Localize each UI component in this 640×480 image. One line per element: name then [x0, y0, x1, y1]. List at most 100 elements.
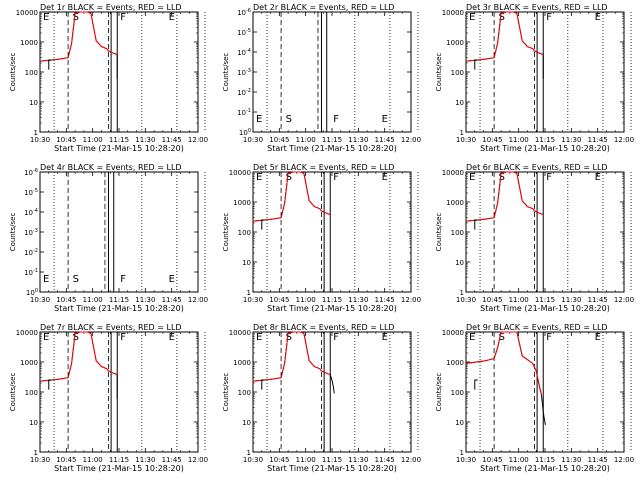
x-tick-label: 11:15 [322, 296, 342, 304]
x-axis-label: Start Time (21-Mar-15 10:28:20) [267, 464, 397, 473]
x-tick-label: 11:30 [561, 296, 581, 304]
y-tick-label: 10000 [442, 9, 464, 17]
phase-marker-s: S [73, 332, 79, 343]
plot-frame [252, 171, 412, 293]
phase-marker-e: E [256, 332, 262, 343]
x-tick-label: 11:30 [561, 136, 581, 144]
x-tick-label: 10:45 [269, 456, 289, 464]
y-tick-label: 100 [25, 389, 38, 397]
events-step-segment [261, 219, 265, 230]
phase-marker-s: S [73, 12, 79, 23]
plot-frame [39, 331, 199, 453]
x-tick-label: 12:00 [188, 296, 208, 304]
y-tick-exponent: 0 [35, 288, 38, 294]
x-axis-label: Start Time (21-Mar-15 10:28:20) [480, 464, 610, 473]
y-tick-base: 10 [24, 169, 33, 177]
y-tick-base: 10 [26, 289, 35, 297]
y-tick-label: 10000 [229, 169, 251, 177]
x-tick-label: 12:00 [614, 456, 634, 464]
phase-marker-e: E [595, 172, 601, 183]
x-tick-label: 11:00 [83, 296, 103, 304]
y-tick-label: 10 [455, 419, 464, 427]
y-tick-exponent: -6 [33, 168, 38, 174]
x-tick-label: 12:00 [614, 136, 634, 144]
y-tick-label: 10 [455, 99, 464, 107]
x-tick-label: 10:45 [56, 456, 76, 464]
events-step-segment [474, 379, 478, 390]
lld-series-line [39, 11, 118, 62]
x-tick-label: 11:15 [535, 296, 555, 304]
phase-marker-f: F [333, 114, 339, 125]
x-tick-label: 11:45 [588, 136, 608, 144]
x-tick-label: 11:30 [348, 296, 368, 304]
y-tick-label: 10 [29, 99, 38, 107]
x-tick-label: 10:30 [243, 456, 263, 464]
y-tick-exponent: -3 [246, 68, 251, 74]
x-tick-label: 11:00 [83, 136, 103, 144]
y-tick-label: 1000 [446, 359, 464, 367]
y-tick-label: 1000 [20, 359, 38, 367]
plot-frame [252, 331, 412, 453]
y-tick-label: 1000 [20, 39, 38, 47]
plot-frame [39, 11, 199, 133]
x-tick-label: 11:00 [296, 136, 316, 144]
x-tick-label: 10:30 [30, 456, 50, 464]
y-tick-label: 10-2 [237, 88, 251, 97]
plot-frame [465, 171, 625, 293]
y-axis-label: Counts/sec [435, 373, 443, 412]
phase-marker-f: F [546, 332, 552, 343]
y-tick-base: 10 [24, 249, 33, 257]
y-tick-label: 10 [242, 259, 251, 267]
x-tick-label: 10:30 [30, 136, 50, 144]
y-tick-base: 10 [237, 69, 246, 77]
x-tick-label: 10:45 [269, 136, 289, 144]
x-tick-label: 12:00 [401, 456, 421, 464]
y-tick-base: 10 [24, 269, 33, 277]
phase-marker-e: E [382, 114, 388, 125]
chart-title: Det 1r BLACK = Events, RED = LLD [40, 3, 182, 12]
y-tick-label: 10000 [229, 329, 251, 337]
x-tick-label: 11:45 [588, 296, 608, 304]
y-tick-label: 1000 [233, 199, 251, 207]
y-tick-label: 10-1 [24, 268, 38, 277]
events-step-segment [474, 219, 478, 230]
chart-panel: Det 7r BLACK = Events, RED = LLD 10:30 10:… [9, 323, 208, 473]
y-tick-base: 10 [237, 109, 246, 117]
x-tick-label: 11:45 [162, 456, 182, 464]
y-tick-exponent: -1 [33, 268, 38, 274]
phase-marker-s: S [499, 332, 505, 343]
y-tick-label: 1 [247, 289, 251, 297]
chart-panel: Det 4r BLACK = Events, RED = LLD 10:30 10:… [9, 163, 208, 313]
y-tick-base: 10 [237, 9, 246, 17]
x-tick-label: 11:15 [535, 136, 555, 144]
y-tick-label: 100 [239, 128, 251, 137]
x-tick-label: 10:45 [482, 136, 502, 144]
x-tick-label: 11:00 [509, 136, 529, 144]
x-tick-label: 10:45 [56, 296, 76, 304]
phase-marker-f: F [120, 274, 126, 285]
lld-series-line [465, 171, 544, 222]
y-tick-label: 1 [34, 449, 38, 457]
y-tick-label: 100 [451, 389, 464, 397]
phase-marker-s: S [499, 12, 505, 23]
x-tick-label: 11:30 [135, 136, 155, 144]
x-tick-label: 10:30 [243, 296, 263, 304]
y-tick-label: 1 [460, 129, 464, 137]
y-axis-label: Counts/sec [9, 373, 17, 412]
chart-title: Det 7r BLACK = Events, RED = LLD [40, 323, 182, 332]
y-tick-base: 10 [237, 29, 246, 37]
y-tick-label: 10 [242, 419, 251, 427]
x-tick-label: 11:15 [322, 136, 342, 144]
y-tick-base: 10 [237, 89, 246, 97]
lld-series-line [39, 331, 118, 382]
y-tick-label: 1 [247, 449, 251, 457]
phase-marker-e: E [469, 172, 475, 183]
phase-marker-f: F [546, 12, 552, 23]
x-tick-label: 11:30 [135, 296, 155, 304]
y-tick-exponent: -5 [246, 28, 251, 34]
y-tick-label: 1 [460, 289, 464, 297]
phase-marker-e: E [169, 332, 175, 343]
x-tick-label: 11:30 [561, 456, 581, 464]
x-tick-label: 12:00 [401, 296, 421, 304]
